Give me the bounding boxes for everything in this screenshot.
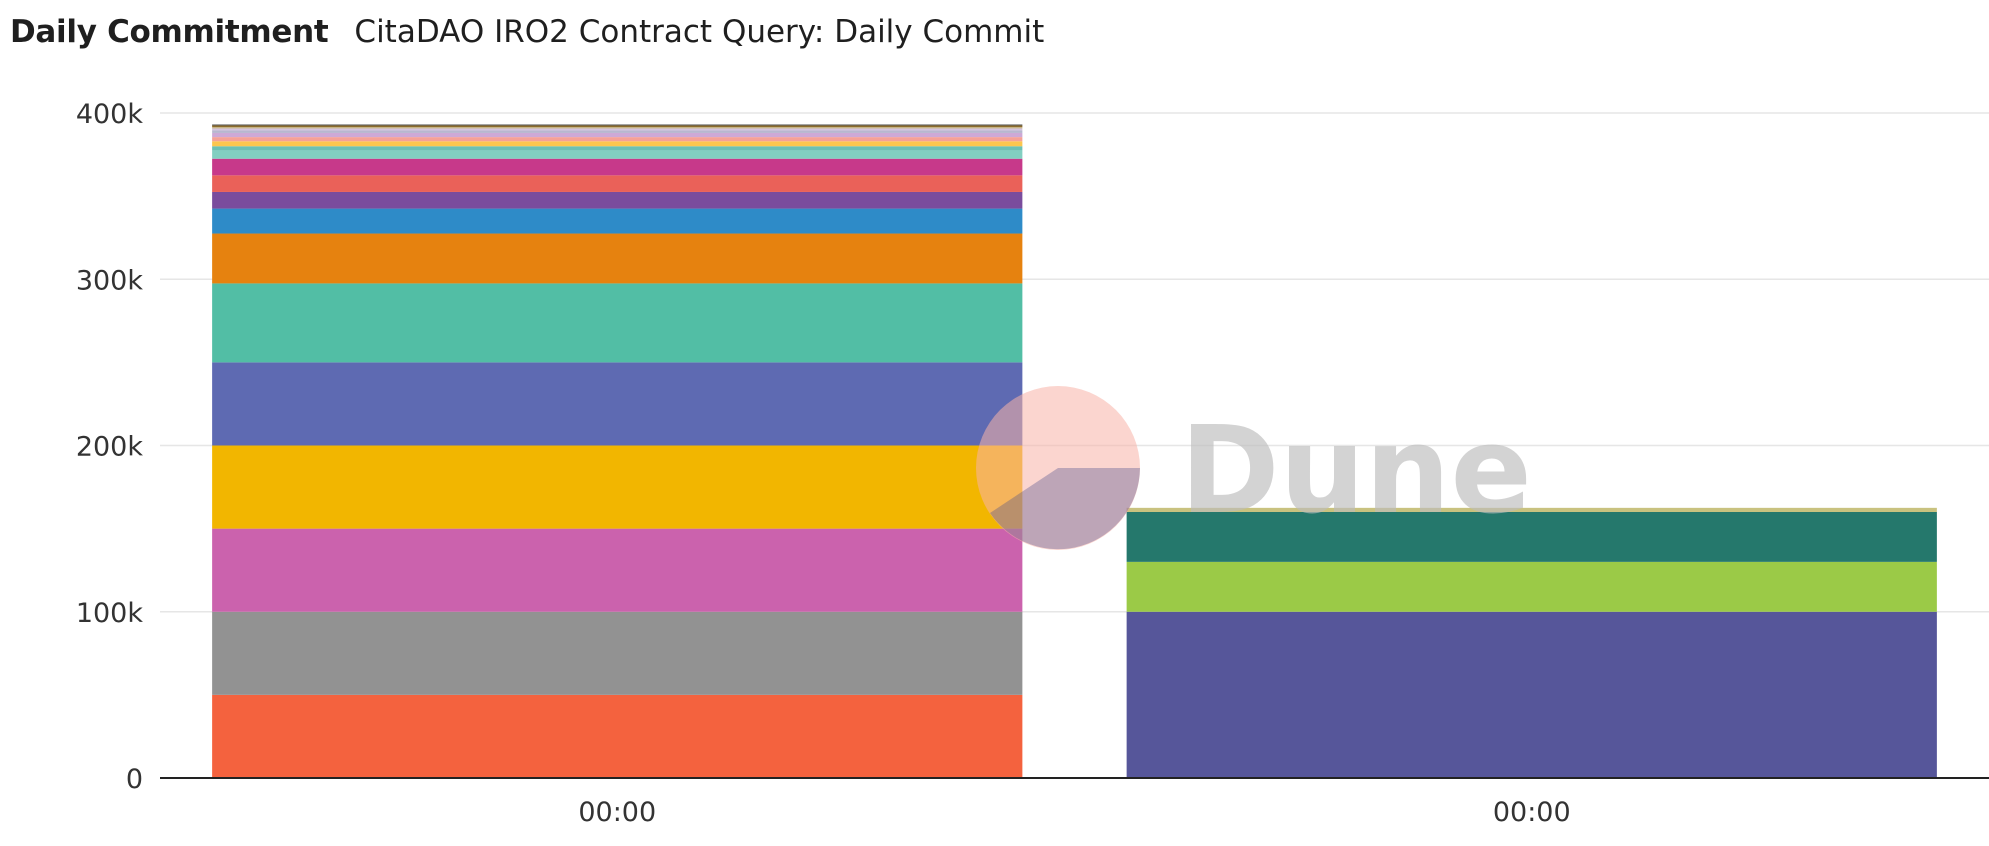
chart-header: Daily Commitment CitaDAO IRO2 Contract Q… (10, 12, 1044, 52)
dune-watermark: Dune (976, 386, 1532, 550)
bar-segment[interactable] (212, 283, 1023, 363)
bar-stack (212, 124, 1023, 778)
bar-segment[interactable] (212, 146, 1023, 151)
x-tick-label: 00:00 (578, 797, 656, 828)
watermark-logo-circle (976, 386, 1140, 550)
bar-stack (1126, 507, 1937, 778)
x-axis-ticks: 00:00 00:00 (578, 797, 1570, 828)
bar-segment[interactable] (212, 141, 1023, 147)
bar-segment[interactable] (212, 127, 1023, 129)
bar-segment[interactable] (212, 130, 1023, 133)
bar-segment[interactable] (212, 137, 1023, 142)
bar-segment[interactable] (1126, 507, 1937, 512)
y-tick-label: 0 (126, 764, 143, 795)
chart-subtitle: CitaDAO IRO2 Contract Query: Daily Commi… (354, 14, 1045, 50)
y-tick-label: 300k (76, 265, 144, 296)
bar-segment[interactable] (212, 128, 1023, 131)
bar-segment[interactable] (212, 125, 1023, 128)
bar-segment[interactable] (1126, 561, 1937, 612)
bar-segment[interactable] (212, 233, 1023, 284)
bar-segment[interactable] (212, 158, 1023, 176)
watermark-text: Dune (1180, 402, 1532, 541)
bar-segment[interactable] (212, 445, 1023, 529)
watermark-logo-slice (990, 468, 1140, 550)
bar-segment[interactable] (212, 191, 1023, 209)
y-axis-ticks: 0 100k 200k 300k 400k (76, 99, 144, 795)
bar-segment[interactable] (212, 132, 1023, 138)
bar-segment[interactable] (212, 150, 1023, 159)
y-tick-label: 400k (76, 99, 144, 130)
bar-segment[interactable] (212, 362, 1023, 446)
bar-segment[interactable] (212, 694, 1023, 778)
bar-segment[interactable] (212, 175, 1023, 192)
x-tick-label: 00:00 (1493, 797, 1571, 828)
bar-segment[interactable] (1126, 512, 1937, 562)
y-tick-label: 200k (76, 432, 144, 463)
bars (212, 124, 1937, 778)
y-tick-label: 100k (76, 598, 144, 629)
bar-segment[interactable] (1126, 611, 1937, 778)
bar-segment[interactable] (212, 208, 1023, 234)
bar-segment[interactable] (212, 124, 1023, 126)
bar-segment[interactable] (212, 611, 1023, 695)
bar-segment[interactable] (212, 528, 1023, 612)
chart-title: Daily Commitment (10, 14, 329, 50)
